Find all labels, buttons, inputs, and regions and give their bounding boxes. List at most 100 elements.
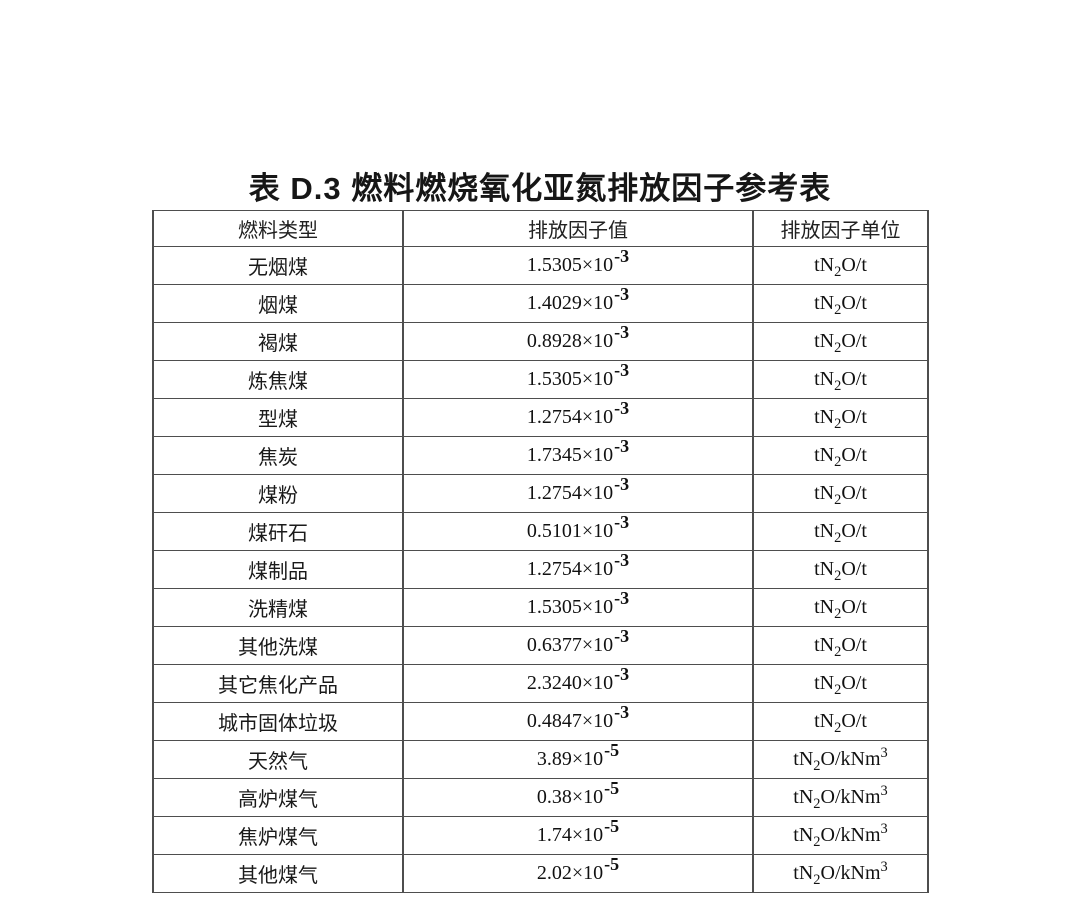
factor-value-base: 1.74×10 bbox=[536, 824, 604, 846]
table-row: 炼焦煤 1.5305×10-3 tN2O/t bbox=[152, 360, 929, 399]
fuel-type-cell: 焦炉煤气 bbox=[152, 816, 404, 855]
factor-value-cell: 1.5305×10-3 bbox=[402, 246, 754, 285]
unit-prefix: tN bbox=[814, 368, 835, 390]
factor-unit-cell: tN2O/kNm3 bbox=[752, 778, 929, 817]
factor-value-base: 0.8928×10 bbox=[526, 330, 614, 352]
unit-subscript: 2 bbox=[834, 263, 842, 280]
table-row: 焦炉煤气 1.74×10-5 tN2O/kNm3 bbox=[152, 816, 929, 855]
factor-value-exponent: -3 bbox=[614, 322, 630, 343]
factor-unit-cell: tN2O/kNm3 bbox=[752, 740, 929, 779]
fuel-type-cell: 无烟煤 bbox=[152, 246, 404, 285]
unit-prefix: tN bbox=[814, 558, 835, 580]
unit-prefix: tN bbox=[793, 862, 814, 884]
header-fuel-type: 燃料类型 bbox=[152, 210, 404, 247]
factor-value-cell: 1.74×10-5 bbox=[402, 816, 754, 855]
fuel-type-label: 炼焦煤 bbox=[248, 371, 308, 393]
unit-prefix: tN bbox=[814, 596, 835, 618]
unit-postfix: O/t bbox=[841, 710, 867, 732]
factor-value-cell: 1.4029×10-3 bbox=[402, 284, 754, 323]
unit-postfix: O/kNm bbox=[820, 748, 881, 770]
factor-unit-cell: tN2O/t bbox=[752, 436, 929, 475]
fuel-type-label: 高炉煤气 bbox=[238, 789, 318, 811]
factor-unit-cell: tN2O/t bbox=[752, 322, 929, 361]
unit-prefix: tN bbox=[814, 520, 835, 542]
unit-subscript: 2 bbox=[834, 567, 842, 584]
factor-value-cell: 0.38×10-5 bbox=[402, 778, 754, 817]
unit-postfix: O/kNm bbox=[820, 862, 881, 884]
factor-value-exponent: -3 bbox=[614, 664, 630, 685]
fuel-type-cell: 烟煤 bbox=[152, 284, 404, 323]
table-row: 城市固体垃圾 0.4847×10-3 tN2O/t bbox=[152, 702, 929, 741]
unit-prefix: tN bbox=[814, 482, 835, 504]
table-row: 无烟煤 1.5305×10-3 tN2O/t bbox=[152, 246, 929, 285]
fuel-type-label: 焦炭 bbox=[258, 447, 298, 469]
unit-prefix: tN bbox=[814, 444, 835, 466]
factor-value-exponent: -5 bbox=[604, 854, 620, 875]
fuel-type-label: 其他煤气 bbox=[238, 865, 318, 887]
factor-value-cell: 2.02×10-5 bbox=[402, 854, 754, 893]
unit-subscript: 2 bbox=[834, 605, 842, 622]
fuel-type-label: 城市固体垃圾 bbox=[218, 713, 338, 735]
fuel-type-cell: 煤矸石 bbox=[152, 512, 404, 551]
factor-value-exponent: -3 bbox=[614, 436, 630, 457]
factor-value-exponent: -3 bbox=[614, 550, 630, 571]
unit-postfix: O/t bbox=[841, 368, 867, 390]
unit-prefix: tN bbox=[793, 748, 814, 770]
factor-value-exponent: -3 bbox=[614, 588, 630, 609]
factor-value-base: 3.89×10 bbox=[536, 748, 604, 770]
table-row: 焦炭 1.7345×10-3 tN2O/t bbox=[152, 436, 929, 475]
table-row: 型煤 1.2754×10-3 tN2O/t bbox=[152, 398, 929, 437]
fuel-type-cell: 其他洗煤 bbox=[152, 626, 404, 665]
factor-value-base: 1.5305×10 bbox=[526, 368, 614, 390]
fuel-type-cell: 其他煤气 bbox=[152, 854, 404, 893]
unit-subscript: 2 bbox=[834, 301, 842, 318]
factor-value-cell: 1.2754×10-3 bbox=[402, 398, 754, 437]
factor-value-base: 1.4029×10 bbox=[526, 292, 614, 314]
factor-value-base: 0.5101×10 bbox=[526, 520, 614, 542]
factor-unit-cell: tN2O/t bbox=[752, 474, 929, 513]
fuel-type-cell: 炼焦煤 bbox=[152, 360, 404, 399]
unit-prefix: tN bbox=[793, 824, 814, 846]
unit-superscript: 3 bbox=[880, 821, 888, 838]
factor-value-exponent: -3 bbox=[614, 702, 630, 723]
fuel-type-label: 煤制品 bbox=[248, 561, 308, 583]
header-factor-value: 排放因子值 bbox=[402, 210, 754, 247]
factor-value-exponent: -3 bbox=[614, 626, 630, 647]
factor-value-cell: 0.8928×10-3 bbox=[402, 322, 754, 361]
fuel-type-cell: 高炉煤气 bbox=[152, 778, 404, 817]
factor-unit-cell: tN2O/t bbox=[752, 398, 929, 437]
factor-value-exponent: -3 bbox=[614, 512, 630, 533]
unit-subscript: 2 bbox=[834, 415, 842, 432]
factor-unit-cell: tN2O/t bbox=[752, 246, 929, 285]
factor-value-cell: 2.3240×10-3 bbox=[402, 664, 754, 703]
table-row: 洗精煤 1.5305×10-3 tN2O/t bbox=[152, 588, 929, 627]
unit-prefix: tN bbox=[814, 710, 835, 732]
factor-value-base: 0.38×10 bbox=[536, 786, 604, 808]
unit-subscript: 2 bbox=[834, 529, 842, 546]
fuel-type-cell: 城市固体垃圾 bbox=[152, 702, 404, 741]
factor-value-exponent: -3 bbox=[614, 246, 630, 267]
unit-subscript: 2 bbox=[813, 757, 821, 774]
table-row: 其他煤气 2.02×10-5 tN2O/kNm3 bbox=[152, 854, 929, 893]
unit-subscript: 2 bbox=[834, 453, 842, 470]
table-row: 其他洗煤 0.6377×10-3 tN2O/t bbox=[152, 626, 929, 665]
factor-unit-cell: tN2O/t bbox=[752, 664, 929, 703]
unit-subscript: 2 bbox=[834, 377, 842, 394]
table-row: 天然气 3.89×10-5 tN2O/kNm3 bbox=[152, 740, 929, 779]
table-row: 褐煤 0.8928×10-3 tN2O/t bbox=[152, 322, 929, 361]
unit-prefix: tN bbox=[793, 786, 814, 808]
unit-postfix: O/t bbox=[841, 482, 867, 504]
table-row: 煤粉 1.2754×10-3 tN2O/t bbox=[152, 474, 929, 513]
factor-value-cell: 1.5305×10-3 bbox=[402, 360, 754, 399]
fuel-type-cell: 洗精煤 bbox=[152, 588, 404, 627]
fuel-type-cell: 煤粉 bbox=[152, 474, 404, 513]
factor-unit-cell: tN2O/t bbox=[752, 588, 929, 627]
unit-postfix: O/t bbox=[841, 672, 867, 694]
header-factor-unit: 排放因子单位 bbox=[752, 210, 929, 247]
table-row: 煤制品 1.2754×10-3 tN2O/t bbox=[152, 550, 929, 589]
unit-postfix: O/t bbox=[841, 520, 867, 542]
header-row: 燃料类型 排放因子值 排放因子单位 bbox=[152, 210, 929, 247]
fuel-type-cell: 型煤 bbox=[152, 398, 404, 437]
factor-value-base: 2.02×10 bbox=[536, 862, 604, 884]
fuel-type-label: 煤粉 bbox=[258, 485, 298, 507]
